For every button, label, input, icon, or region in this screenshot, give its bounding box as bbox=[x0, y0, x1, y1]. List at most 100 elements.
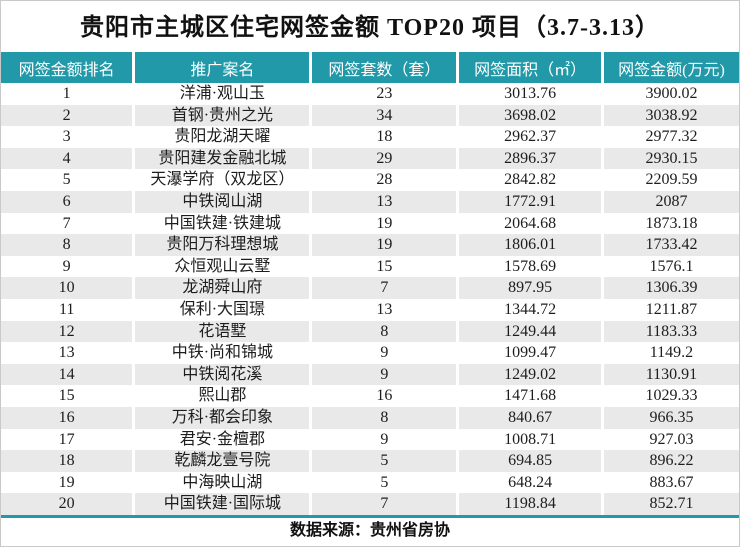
area-cell: 3698.02 bbox=[456, 104, 603, 127]
table-row: 18 乾麟龙壹号院 5 694.85 896.22 bbox=[1, 450, 739, 472]
project-name-cell: 中铁·尚和锦城 bbox=[132, 342, 311, 364]
col-header-rank: 网签金额排名 bbox=[1, 52, 134, 83]
data-source: 数据来源：贵州省房协 bbox=[289, 521, 450, 539]
units-cell: 13 bbox=[309, 190, 458, 213]
area-cell: 2962.37 bbox=[456, 126, 603, 148]
amount-cell: 896.22 bbox=[600, 450, 739, 472]
amount-cell: 883.67 bbox=[600, 471, 739, 494]
project-name-cell: 乾麟龙壹号院 bbox=[132, 450, 311, 472]
amount-cell: 2209.59 bbox=[600, 169, 739, 191]
rank-cell: 18 bbox=[58, 452, 75, 470]
table-row: 1 洋浦·观山玉 23 3013.76 3900.02 bbox=[1, 83, 739, 105]
units-cell: 23 bbox=[309, 83, 458, 105]
area-cell: 1099.47 bbox=[456, 342, 603, 364]
table-row: 15 熙山郡 16 1471.68 1029.33 bbox=[1, 385, 739, 407]
col-header-amount: 网签金额(万元) bbox=[600, 52, 739, 83]
amount-cell: 1211.87 bbox=[600, 298, 739, 321]
units-cell: 18 bbox=[309, 126, 458, 148]
project-name-cell: 天瀑学府（双龙区） bbox=[132, 169, 311, 191]
rank-cell: 17 bbox=[58, 430, 75, 448]
project-name-cell: 洋浦·观山玉 bbox=[132, 83, 311, 105]
area-cell: 3013.76 bbox=[456, 83, 603, 105]
rank-cell: 10 bbox=[58, 279, 75, 297]
amount-cell: 2087 bbox=[600, 190, 739, 213]
project-name-cell: 中国铁建·铁建城 bbox=[132, 212, 311, 235]
area-cell: 2064.68 bbox=[456, 212, 603, 235]
rank-cell: 2 bbox=[62, 106, 71, 124]
table-row: 11 保利·大国璟 13 1344.72 1211.87 bbox=[1, 298, 739, 321]
rank-cell: 11 bbox=[58, 300, 75, 318]
rank-cell: 12 bbox=[58, 322, 75, 340]
units-cell: 19 bbox=[309, 234, 458, 256]
area-cell: 1772.91 bbox=[456, 190, 603, 213]
project-name-cell: 中铁阅山湖 bbox=[132, 190, 311, 213]
area-cell: 1198.84 bbox=[456, 493, 603, 518]
project-name-cell: 首钢·贵州之光 bbox=[132, 104, 311, 127]
area-cell: 1806.01 bbox=[456, 234, 603, 256]
col-header-name: 推广案名 bbox=[132, 52, 311, 83]
units-cell: 16 bbox=[309, 385, 458, 407]
table-row: 20 中国铁建·国际城 7 1198.84 852.71 bbox=[1, 493, 739, 518]
table-row: 16 万科·都会印象 8 840.67 966.35 bbox=[1, 406, 739, 429]
project-name-cell: 贵阳龙湖天曜 bbox=[132, 126, 311, 148]
amount-cell: 3900.02 bbox=[600, 83, 739, 105]
rank-cell: 4 bbox=[62, 149, 71, 167]
area-cell: 897.95 bbox=[456, 277, 603, 299]
rank-cell: 8 bbox=[62, 236, 71, 254]
amount-cell: 2930.15 bbox=[600, 147, 739, 170]
project-name-cell: 万科·都会印象 bbox=[132, 406, 311, 429]
units-cell: 9 bbox=[309, 342, 458, 364]
amount-cell: 852.71 bbox=[600, 493, 739, 518]
units-cell: 9 bbox=[309, 428, 458, 451]
project-name-cell: 熙山郡 bbox=[132, 385, 311, 407]
amount-cell: 1149.2 bbox=[600, 342, 739, 364]
project-name-cell: 君安·金檀郡 bbox=[132, 428, 311, 451]
area-cell: 1249.44 bbox=[456, 320, 603, 343]
amount-cell: 927.03 bbox=[600, 428, 739, 451]
area-cell: 1578.69 bbox=[456, 255, 603, 278]
rank-cell: 3 bbox=[62, 128, 71, 146]
table-row: 14 中铁阅花溪 9 1249.02 1130.91 bbox=[1, 363, 739, 386]
area-cell: 1249.02 bbox=[456, 363, 603, 386]
rank-cell: 7 bbox=[62, 214, 71, 232]
units-cell: 5 bbox=[309, 450, 458, 472]
area-cell: 2842.82 bbox=[456, 169, 603, 191]
units-cell: 28 bbox=[309, 169, 458, 191]
rank-cell: 14 bbox=[58, 365, 75, 383]
project-name-cell: 保利·大国璟 bbox=[132, 298, 311, 321]
amount-cell: 1183.33 bbox=[600, 320, 739, 343]
amount-cell: 1029.33 bbox=[600, 385, 739, 407]
table-row: 5 天瀑学府（双龙区） 28 2842.82 2209.59 bbox=[1, 169, 739, 191]
rank-cell: 5 bbox=[62, 171, 71, 189]
amount-cell: 966.35 bbox=[600, 406, 739, 429]
units-cell: 29 bbox=[309, 147, 458, 170]
area-cell: 648.24 bbox=[456, 471, 603, 494]
amount-cell: 1130.91 bbox=[600, 363, 739, 386]
project-name-cell: 中海映山湖 bbox=[132, 471, 311, 494]
table-row: 10 龙湖舜山府 7 897.95 1306.39 bbox=[1, 277, 739, 299]
units-cell: 15 bbox=[309, 255, 458, 278]
table-row: 12 花语墅 8 1249.44 1183.33 bbox=[1, 320, 739, 343]
table-header-row: 网签金额排名 推广案名 网签套数（套） 网签面积（㎡） 网签金额(万元) bbox=[1, 52, 739, 83]
amount-cell: 1576.1 bbox=[600, 255, 739, 278]
units-cell: 34 bbox=[309, 104, 458, 127]
amount-cell: 2977.32 bbox=[600, 126, 739, 148]
area-cell: 1471.68 bbox=[456, 385, 603, 407]
table-row: 7 中国铁建·铁建城 19 2064.68 1873.18 bbox=[1, 212, 739, 235]
area-cell: 1008.71 bbox=[456, 428, 603, 451]
project-name-cell: 众恒观山云墅 bbox=[132, 255, 311, 278]
table-row: 6 中铁阅山湖 13 1772.91 2087 bbox=[1, 190, 739, 213]
units-cell: 9 bbox=[309, 363, 458, 386]
rank-cell: 9 bbox=[62, 257, 71, 275]
units-cell: 7 bbox=[309, 277, 458, 299]
project-name-cell: 贵阳万科理想城 bbox=[132, 234, 311, 256]
project-name-cell: 贵阳建发金融北城 bbox=[132, 147, 311, 170]
table-row: 8 贵阳万科理想城 19 1806.01 1733.42 bbox=[1, 234, 739, 256]
units-cell: 19 bbox=[309, 212, 458, 235]
rank-cell: 6 bbox=[62, 192, 71, 210]
amount-cell: 1873.18 bbox=[600, 212, 739, 235]
rank-cell: 1 bbox=[62, 85, 71, 102]
units-cell: 8 bbox=[309, 320, 458, 343]
page-title: 贵阳市主城区住宅网签金额 TOP20 项目（3.7-3.13） bbox=[80, 15, 660, 41]
